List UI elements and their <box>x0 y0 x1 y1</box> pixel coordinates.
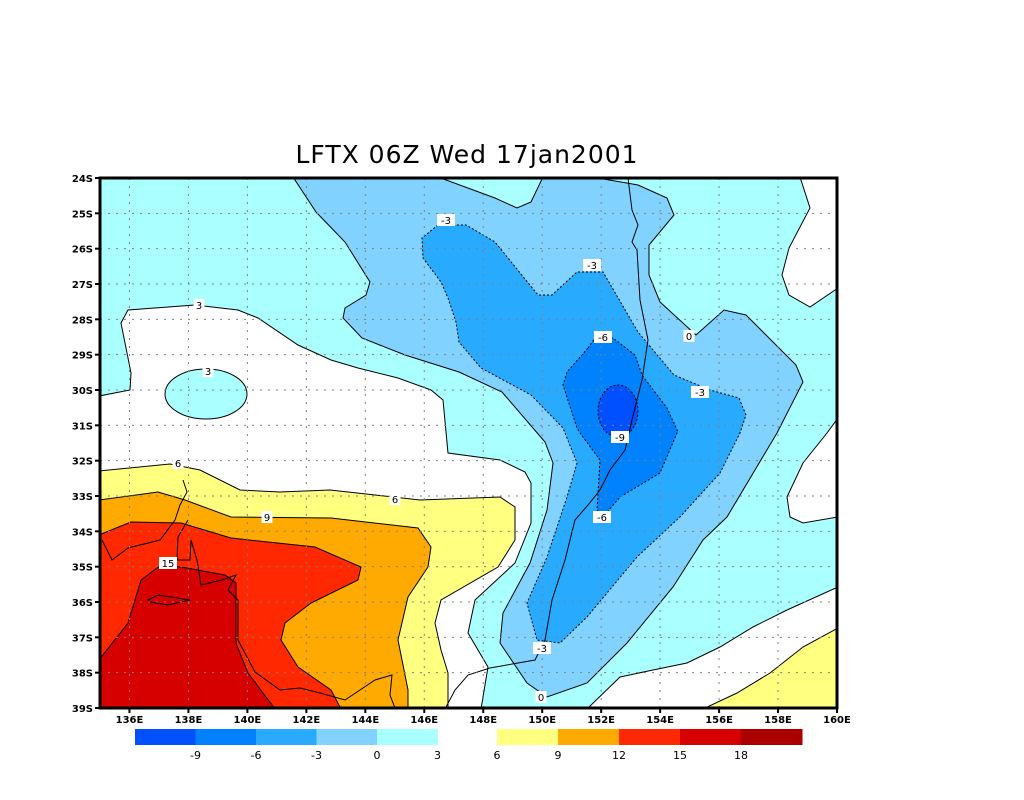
contour-label-bg <box>389 493 401 505</box>
y-tick-label: 38S <box>72 669 93 680</box>
contour-label-bg <box>437 214 455 226</box>
x-tick-label: 160E <box>823 715 851 726</box>
colorbar-label: 3 <box>434 749 441 762</box>
colorbar-label: 18 <box>734 749 748 762</box>
plot-frame <box>98 176 839 710</box>
contour-label-bg <box>691 386 709 398</box>
colorbar-swatch-warm <box>497 729 559 745</box>
coastline-east-australia <box>444 178 649 708</box>
field-minus3-to-0 <box>293 178 804 698</box>
x-tick-label: 152E <box>587 715 615 726</box>
contour-label-bg <box>593 511 611 523</box>
contour-label-bg <box>535 691 547 703</box>
filled-contours <box>100 178 837 708</box>
x-tick-label: 144E <box>351 715 379 726</box>
colorbar-swatch-cold <box>377 729 438 745</box>
contour-label-bg <box>683 330 695 342</box>
contour-label-bg <box>261 511 273 523</box>
y-tick-label: 32S <box>72 457 93 468</box>
contour-label-bg <box>611 431 629 443</box>
colorbar-swatch-warm <box>619 729 681 745</box>
colorbar-label: 15 <box>673 749 687 762</box>
y-tick-label: 36S <box>72 598 93 609</box>
colorbar-swatch-cold <box>256 729 317 745</box>
contour-label: -3 <box>537 644 547 655</box>
y-tick-label: 24S <box>72 174 93 185</box>
contour-label: 3 <box>205 367 211 378</box>
y-tick-label: 27S <box>72 280 93 291</box>
x-tick-label: 156E <box>705 715 733 726</box>
contour-label: 0 <box>686 332 692 343</box>
y-tick-label: 31S <box>72 421 93 432</box>
grid-lines <box>100 178 837 708</box>
y-tick-label: 30S <box>72 386 93 397</box>
contour-label-bg <box>172 457 184 469</box>
colorbar-label: -9 <box>190 749 201 762</box>
colorbar-label: 0 <box>374 749 381 762</box>
colorbar-label: 9 <box>555 749 562 762</box>
colorbar-swatch-warm <box>680 729 742 745</box>
contour-label-bg <box>159 557 177 569</box>
field-minus12-to-minus9 <box>597 384 639 438</box>
y-tick-label: 26S <box>72 245 93 256</box>
plot-title: LFTX 06Z Wed 17jan2001 <box>295 140 639 169</box>
x-tick-label: 146E <box>410 715 438 726</box>
colorbar-swatch-warm <box>558 729 620 745</box>
contour-label: 0 <box>538 693 544 704</box>
x-tick-label: 142E <box>293 715 321 726</box>
colorbar-swatch-cold <box>195 729 257 745</box>
contour-labels: -3 -3 -6 0 -3 -9 -6 -3 0 3 3 6 6 9 15 <box>159 214 709 704</box>
colorbar-label: -3 <box>311 749 322 762</box>
colorbar-label: 6 <box>494 749 501 762</box>
x-tick-label: 138E <box>175 715 203 726</box>
x-tick-label: 136E <box>116 715 144 726</box>
colorbar-swatch-warm <box>741 729 803 745</box>
y-tick-label: 29S <box>72 351 93 362</box>
y-tick-label: 28S <box>72 315 93 326</box>
contour-label: 9 <box>264 513 270 524</box>
contour-label-bg <box>594 331 612 343</box>
contour-label-bg <box>193 299 205 311</box>
contour-label: 6 <box>175 459 181 470</box>
contour-label: -3 <box>587 261 597 272</box>
x-tick-label: 140E <box>234 715 262 726</box>
contour-label-bg <box>202 365 214 377</box>
colorbar: -9 -6 -3 0 3 6 9 12 15 18 <box>135 729 803 762</box>
contour-label: 3 <box>196 301 202 312</box>
colorbar-swatch-cold <box>135 729 196 745</box>
colorbar-label: -6 <box>251 749 262 762</box>
contour-label-bg <box>533 642 551 654</box>
contour-label: -9 <box>615 433 625 444</box>
colorbar-swatch-cold <box>316 729 378 745</box>
field-3-to-6-northeast <box>781 178 837 308</box>
field-15-to-18 <box>100 564 275 708</box>
y-tick-label: 39S <box>72 704 93 715</box>
contour-label: -6 <box>597 513 607 524</box>
contour-label-bg <box>583 259 601 271</box>
axis-ticks: 136E 138E 140E 142E 144E 146E 148E 150E 152E 154E… <box>72 174 851 726</box>
x-tick-label: 154E <box>646 715 674 726</box>
x-tick-label: 150E <box>528 715 556 726</box>
contour-label: 15 <box>162 559 175 570</box>
y-tick-label: 33S <box>72 492 93 503</box>
x-tick-label: 158E <box>764 715 792 726</box>
contour-label: -3 <box>441 216 451 227</box>
field-3-to-6-east <box>786 418 837 524</box>
y-tick-label: 34S <box>72 527 93 538</box>
contour-label: -6 <box>598 333 608 344</box>
y-tick-label: 35S <box>72 563 93 574</box>
x-tick-label: 148E <box>469 715 497 726</box>
contour-label: 6 <box>392 495 398 506</box>
field-6-to-9-southeast <box>703 627 837 708</box>
y-tick-label: 37S <box>72 633 93 644</box>
y-tick-label: 25S <box>72 209 93 220</box>
contour-label: -3 <box>695 388 705 399</box>
colorbar-label: 12 <box>612 749 626 762</box>
